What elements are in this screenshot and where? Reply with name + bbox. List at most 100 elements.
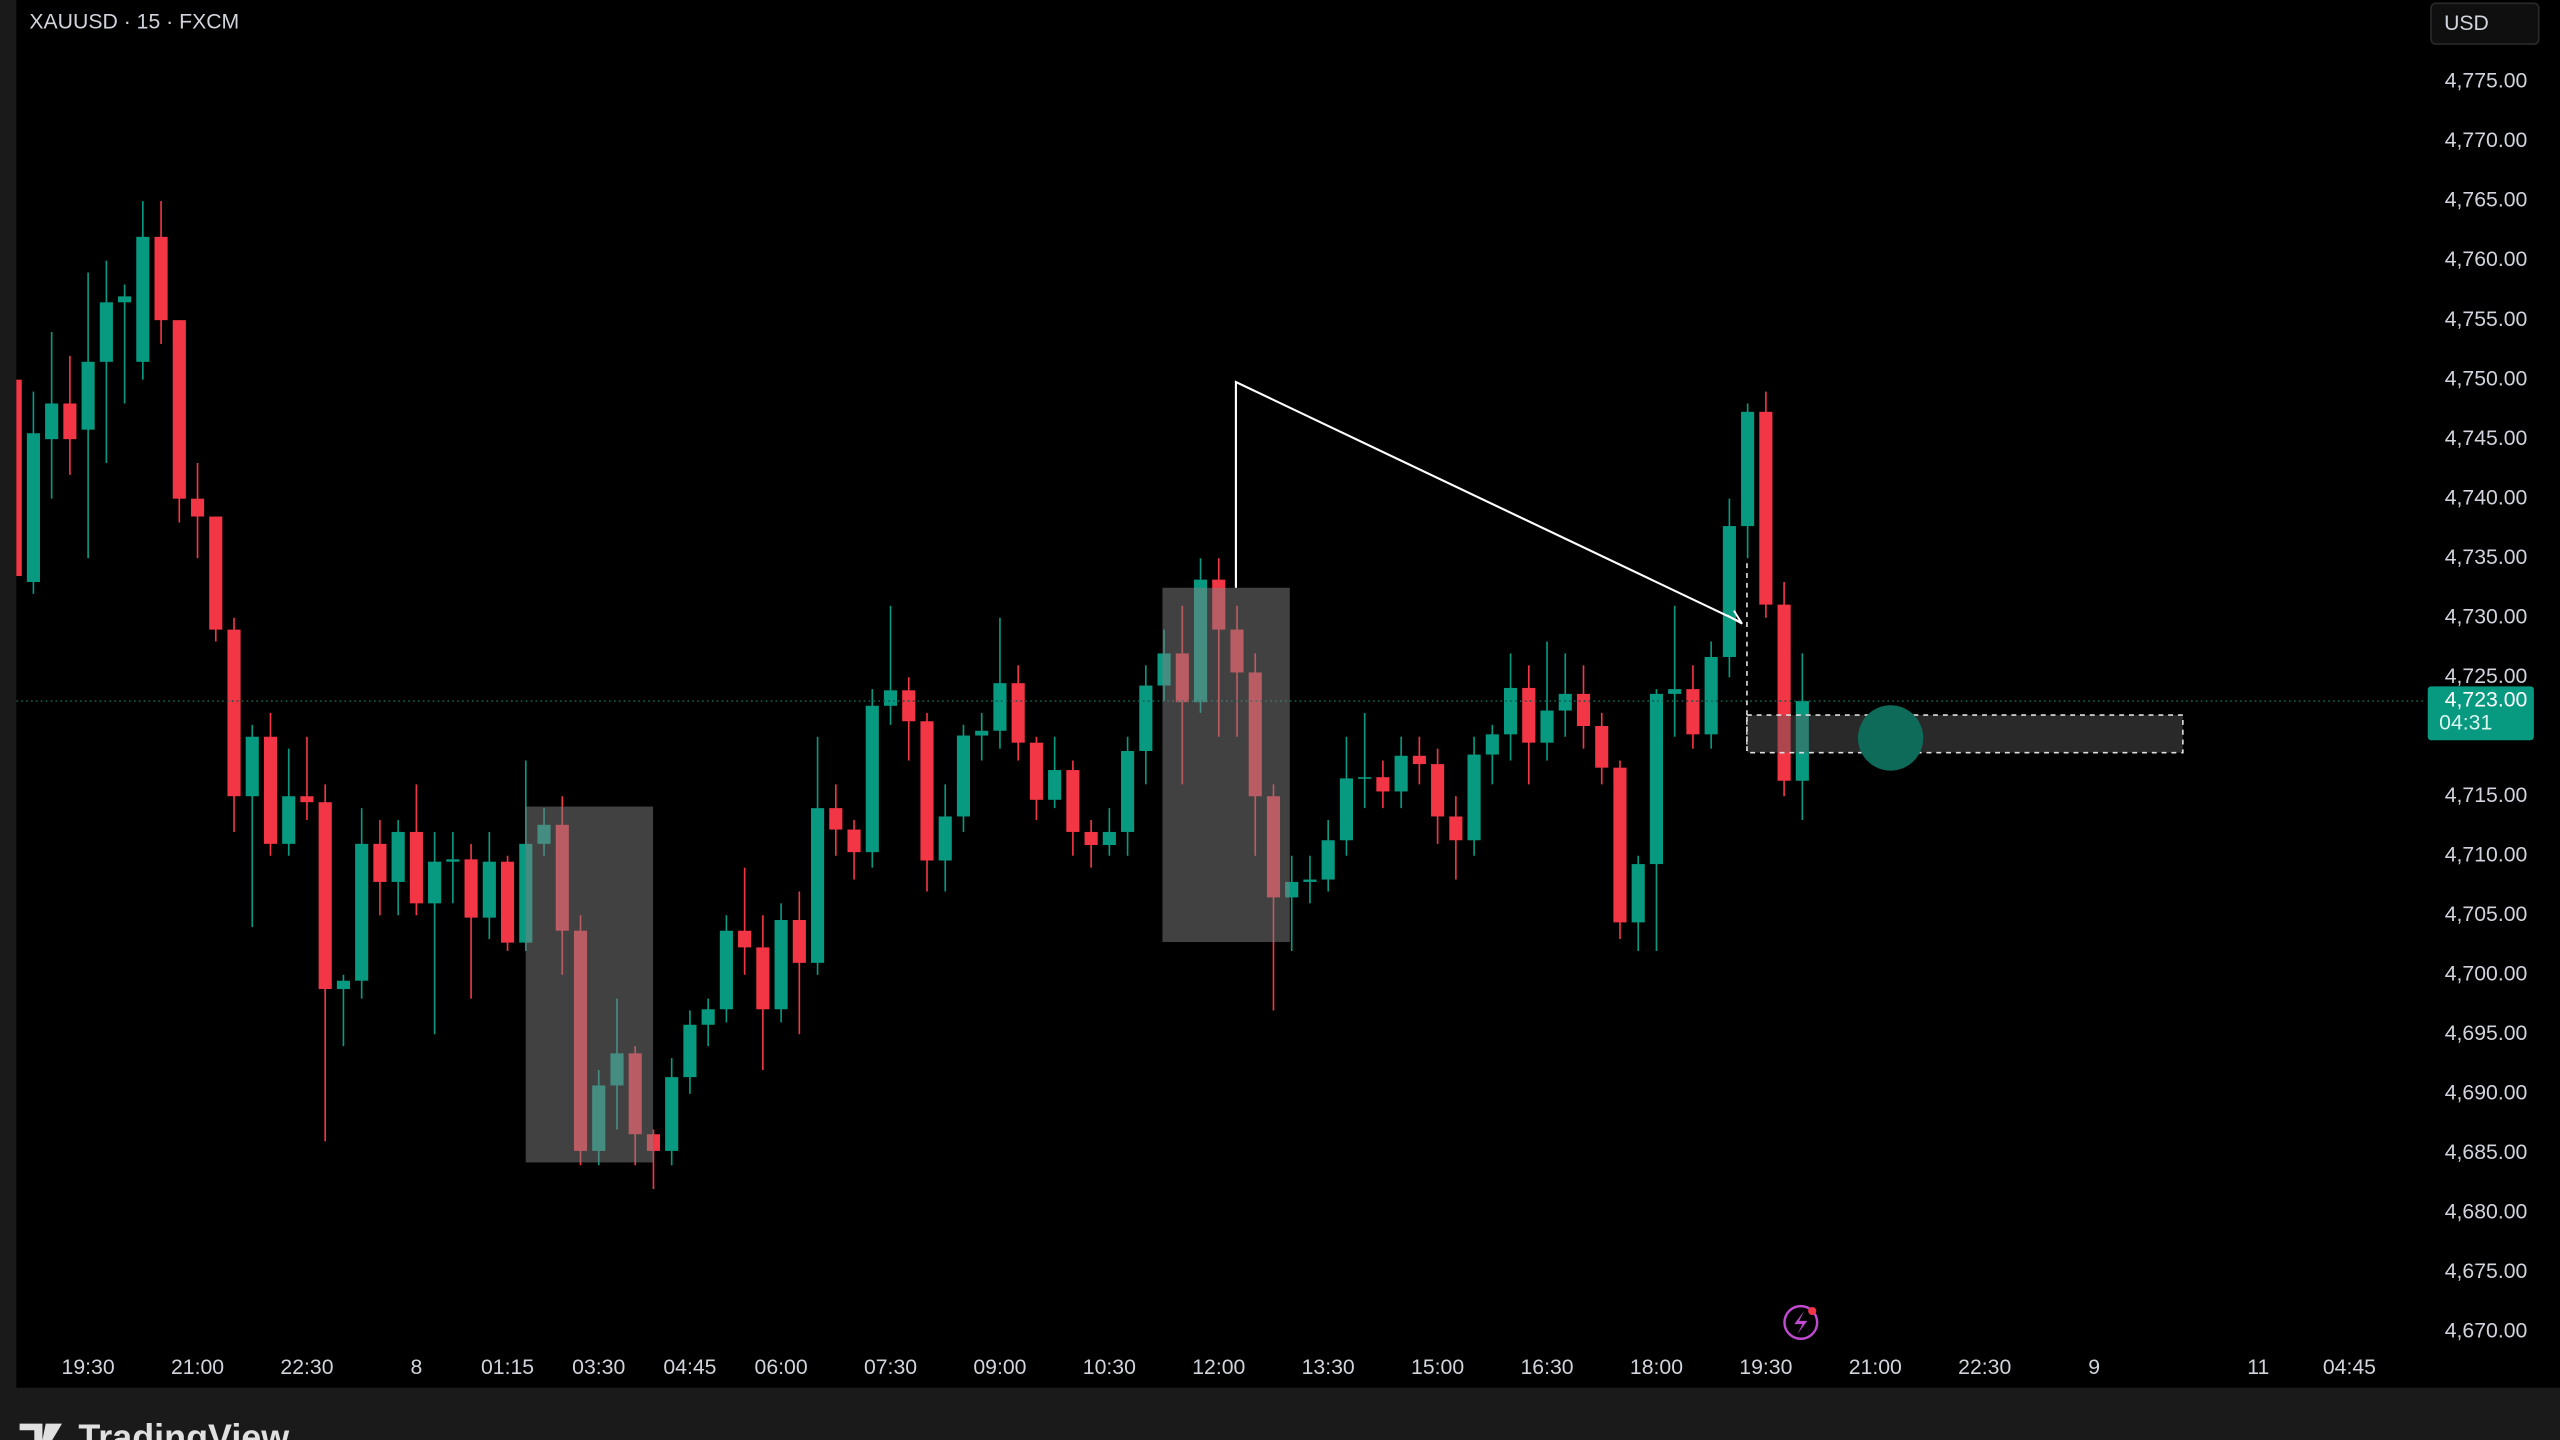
candle-body <box>26 433 40 583</box>
y-tick-label: 4,710.00 <box>2445 843 2528 866</box>
x-tick-label: 21:00 <box>171 1356 224 1379</box>
candle-body <box>1376 777 1390 792</box>
x-tick-label: 19:30 <box>62 1356 115 1379</box>
arrow-head <box>1726 610 1743 625</box>
candle-body <box>1540 710 1554 743</box>
candle-body <box>756 947 770 1010</box>
x-tick-label: 04:45 <box>663 1356 716 1379</box>
candle-body <box>975 730 989 736</box>
candle-body <box>1741 411 1755 527</box>
y-tick-label: 4,750.00 <box>2445 367 2528 390</box>
candle-body <box>865 705 879 853</box>
candle-body <box>1576 693 1591 727</box>
x-tick-label: 11 <box>2247 1356 2269 1379</box>
candle-body <box>956 735 971 817</box>
candle-body <box>993 683 1007 731</box>
candle-body <box>902 690 916 722</box>
candle-body <box>811 808 825 963</box>
y-tick-label: 4,735.00 <box>2445 546 2528 569</box>
candle-body <box>1084 831 1098 846</box>
candle-body <box>1303 879 1317 882</box>
x-tick-label: 04:45 <box>2323 1356 2376 1379</box>
candle-body <box>738 930 752 948</box>
candle-body <box>500 861 515 943</box>
y-tick-label: 4,755.00 <box>2445 308 2528 331</box>
brand-name: TradingView <box>78 1416 289 1440</box>
x-tick-label: 01:15 <box>481 1356 534 1379</box>
x-tick-label: 8 <box>410 1356 422 1379</box>
last-price-box <box>2427 686 2534 741</box>
candle-body <box>1686 689 1700 735</box>
candle-body <box>428 861 442 904</box>
x-tick-label: 22:30 <box>1958 1356 2011 1379</box>
candle-body <box>1048 770 1062 800</box>
currency-button[interactable] <box>2430 2 2540 45</box>
candle-body <box>63 403 77 440</box>
y-tick-label: 4,685.00 <box>2445 1141 2528 1164</box>
candle-body <box>136 236 150 362</box>
y-tick-label: 4,740.00 <box>2445 486 2528 509</box>
candle-body <box>355 843 369 981</box>
candle-body <box>938 816 952 861</box>
x-tick-label: 19:30 <box>1739 1356 1792 1379</box>
y-tick-label: 4,715.00 <box>2445 784 2528 807</box>
marker-circle <box>1857 705 1924 771</box>
candle-body <box>482 861 496 918</box>
y-tick-label: 4,705.00 <box>2445 903 2528 926</box>
y-tick-label: 4,700.00 <box>2445 962 2528 985</box>
x-tick-label: 16:30 <box>1520 1356 1573 1379</box>
candle-body <box>1029 742 1043 800</box>
candle-body <box>409 831 423 904</box>
candle-body <box>227 629 241 797</box>
y-tick-label: 4,670.00 <box>2445 1319 2528 1342</box>
y-tick-label: 4,690.00 <box>2445 1081 2528 1104</box>
candle-body <box>1668 689 1682 694</box>
candle-body <box>190 498 205 517</box>
y-tick-label: 4,760.00 <box>2445 248 2528 271</box>
x-tick-label: 22:30 <box>280 1356 333 1379</box>
y-tick-label: 4,745.00 <box>2445 427 2528 450</box>
x-tick-label: 15:00 <box>1411 1356 1464 1379</box>
y-tick-label: 4,680.00 <box>2445 1200 2528 1223</box>
candle-body <box>1139 685 1153 752</box>
candle-body <box>1777 604 1791 781</box>
candle-body <box>373 843 387 882</box>
candle-body <box>1358 777 1372 779</box>
candle-body <box>118 296 132 303</box>
candle-body <box>300 796 314 803</box>
candle-body <box>318 802 332 990</box>
x-tick-label: 07:30 <box>864 1356 917 1379</box>
candle-body <box>154 236 168 321</box>
y-tick-label: 4,725.00 <box>2445 665 2528 688</box>
alert-icon[interactable] <box>1783 1304 1819 1341</box>
y-tick-label: 4,770.00 <box>2445 129 2528 152</box>
x-tick-label: 18:00 <box>1630 1356 1683 1379</box>
symbol-title: XAUUSD · 15 · FXCM <box>29 10 239 33</box>
alert-dot <box>1808 1306 1817 1316</box>
last-price-label: 4,723.00 <box>2445 689 2528 712</box>
x-tick-label: 09:00 <box>973 1356 1026 1379</box>
candle-body <box>920 721 934 861</box>
trend-line <box>1234 380 1741 623</box>
candle-body <box>391 831 405 882</box>
candle-body <box>829 808 843 830</box>
x-tick-label: 03:30 <box>572 1356 625 1379</box>
candle-body <box>719 930 733 1010</box>
candle-body <box>1412 755 1426 765</box>
candle-body <box>883 690 898 706</box>
candle-body <box>1066 770 1080 832</box>
candle-body <box>1795 701 1809 781</box>
candle-body <box>172 320 186 499</box>
candle-body <box>1449 816 1463 841</box>
candle-body <box>1394 755 1408 792</box>
y-tick-label: 4,730.00 <box>2445 605 2528 628</box>
candle-body <box>336 980 351 990</box>
drawings <box>525 380 2184 1341</box>
candle-body <box>81 361 95 430</box>
candle-body <box>1558 693 1572 711</box>
candle-body <box>1503 687 1518 735</box>
currency-label[interactable]: USD <box>2444 12 2489 35</box>
x-tick-label: 10:30 <box>1083 1356 1136 1379</box>
